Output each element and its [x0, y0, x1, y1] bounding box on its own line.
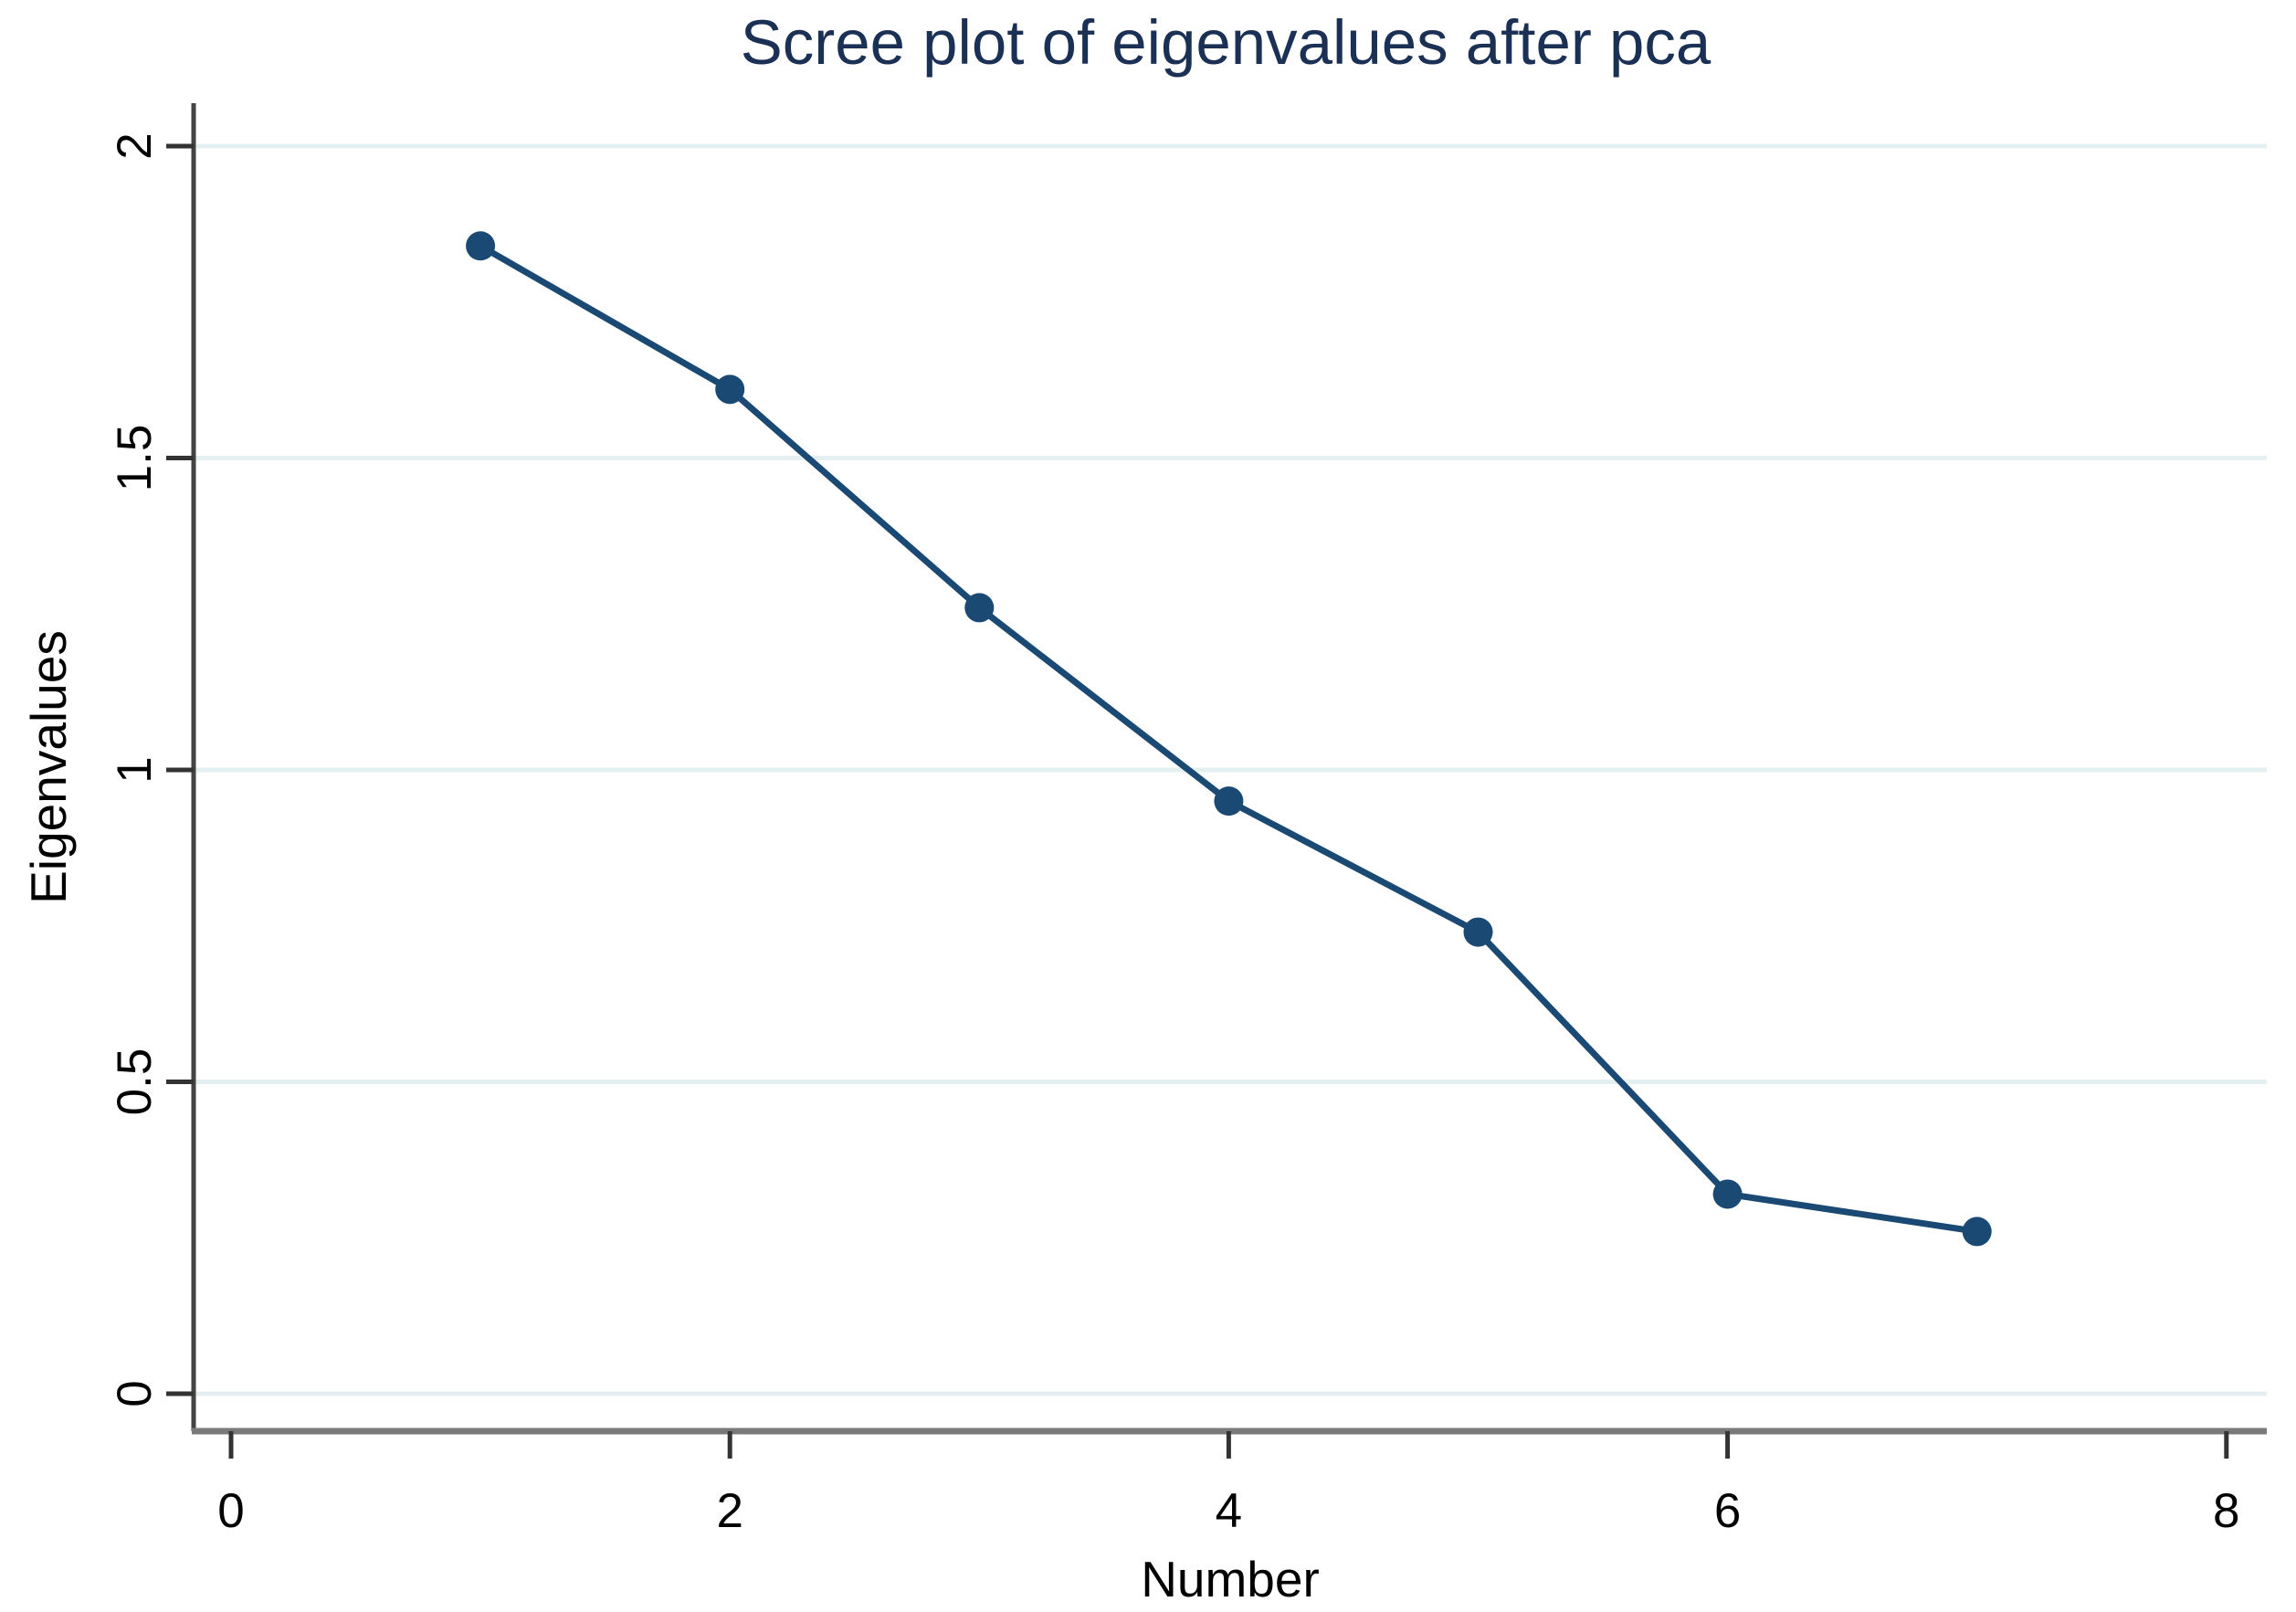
chart-title: Scree plot of eigenvalues after pca: [741, 7, 1711, 78]
x-axis-ticks: [228, 1431, 2229, 1459]
data-point: [715, 374, 745, 405]
y-tick-label: 0: [108, 1380, 162, 1407]
x-tick-label: 8: [2213, 1484, 2239, 1538]
data-point: [466, 231, 496, 261]
y-axis-label: Eigenvalues: [20, 630, 77, 904]
x-axis-tick-labels: 0 2 4 6 8: [217, 1484, 2239, 1538]
data-series: [466, 231, 1992, 1247]
data-point: [1214, 786, 1244, 817]
x-tick-label: 6: [1714, 1484, 1741, 1538]
x-tick-label: 0: [217, 1484, 244, 1538]
data-point: [1463, 917, 1493, 947]
data-point: [1962, 1217, 1992, 1247]
axes: [191, 103, 2267, 1435]
y-tick-label: 1: [108, 756, 162, 783]
gridlines: [194, 143, 2267, 1396]
x-axis-label: Number: [1141, 1551, 1320, 1607]
x-tick-label: 4: [1216, 1484, 1242, 1538]
y-axis-ticks: [166, 143, 194, 1396]
data-point: [1712, 1179, 1743, 1209]
y-tick-label: 2: [108, 132, 162, 159]
data-point: [964, 593, 995, 623]
x-tick-label: 2: [716, 1484, 743, 1538]
y-tick-label: 0.5: [108, 1048, 162, 1116]
y-tick-label: 1.5: [108, 425, 162, 492]
y-axis-tick-labels: 0 0.5 1 1.5 2: [108, 132, 162, 1407]
